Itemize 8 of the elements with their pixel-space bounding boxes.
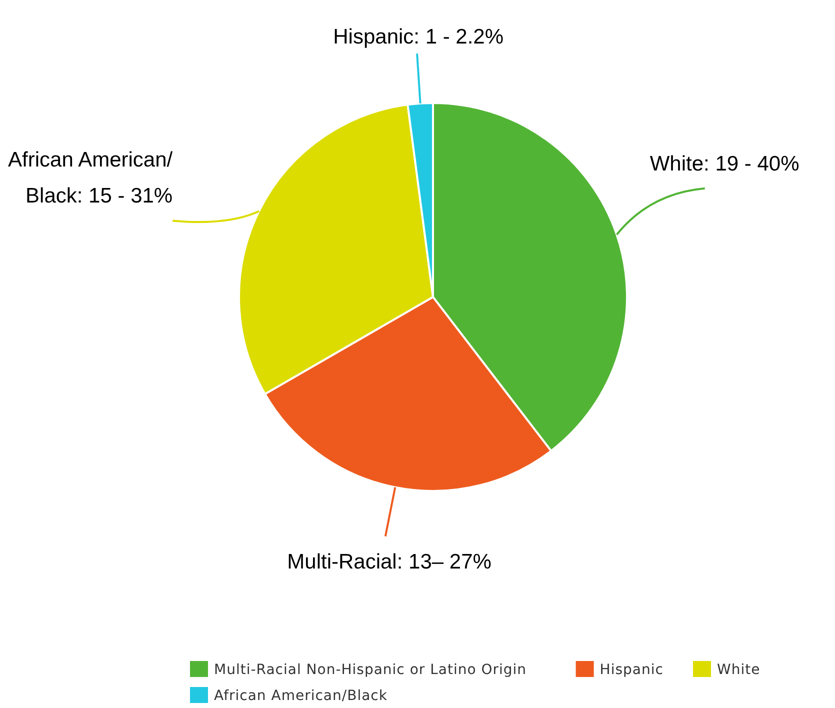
data-label: White: 19 - 40%: [650, 152, 800, 176]
legend-label: Hispanic: [600, 662, 664, 678]
data-label: Multi-Racial: 13– 27%: [287, 550, 492, 574]
legend-label: White: [717, 662, 760, 678]
data-label: African American/ Black: 15 - 31%: [8, 148, 173, 208]
legend-label: African American/Black: [214, 688, 388, 704]
data-label: Hispanic: 1 - 2.2%: [333, 26, 504, 49]
legend-label: Multi-Racial Non-Hispanic or Latino Origin: [214, 662, 527, 678]
